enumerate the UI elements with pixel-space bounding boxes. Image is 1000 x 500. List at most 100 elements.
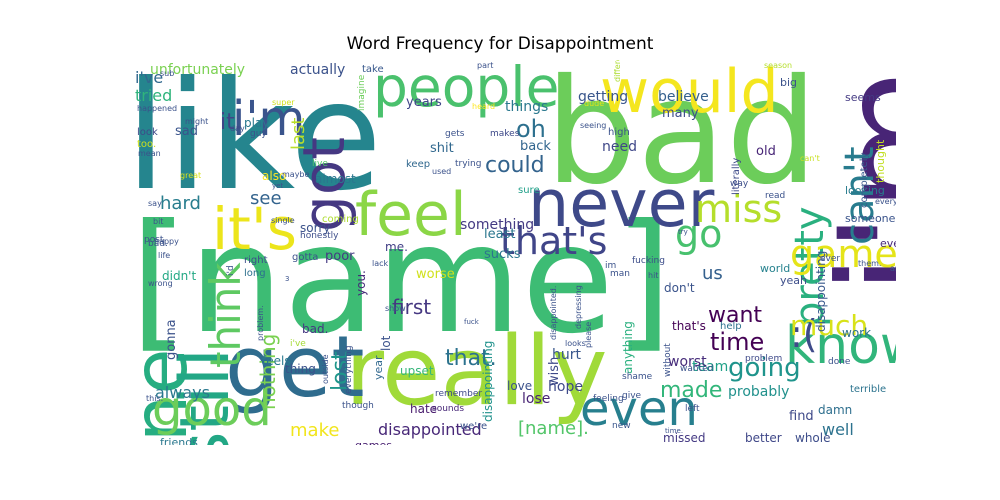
word-gets: gets	[445, 129, 465, 139]
word-last: last	[288, 117, 309, 150]
word-bad: bad.	[302, 322, 329, 336]
word-damn: damn	[818, 403, 853, 417]
word-i-d: i'd	[226, 265, 236, 277]
word-looks: looks	[565, 339, 586, 348]
word-know: know	[785, 316, 896, 376]
word-feeling: feeling	[593, 394, 624, 404]
word-post: post	[144, 235, 164, 245]
word-terrible: terrible	[850, 384, 887, 395]
word-take: take	[362, 64, 384, 75]
word-missed: missed	[663, 431, 706, 445]
word-lack: lack	[372, 259, 389, 268]
word-problem: problem.	[256, 305, 265, 342]
word-also: also	[262, 169, 287, 183]
word-used: used	[432, 167, 452, 176]
word-happened: happened	[137, 104, 178, 113]
word-sure: sure	[518, 185, 540, 196]
word-depressing: depressing	[574, 285, 583, 329]
word-need: need	[602, 139, 637, 155]
word-least: least	[484, 227, 516, 242]
word-wrong: wrong	[148, 279, 173, 288]
word-anyone: anyone	[890, 264, 896, 273]
word-better: better	[745, 431, 782, 445]
word-believe: believe	[658, 89, 709, 105]
word-fucking: fucking	[632, 256, 665, 266]
word-it-s: it's	[212, 195, 298, 263]
word-that-s: that's	[672, 319, 706, 333]
word-lose: lose	[522, 391, 551, 407]
word-really: really	[345, 317, 608, 427]
word-disappointed: disappointed	[378, 420, 482, 439]
word-sad: sad	[175, 124, 198, 139]
word-people: people	[373, 60, 560, 119]
word-want: want	[708, 303, 763, 328]
word-imagine: imagine	[357, 74, 367, 111]
word-read: read	[765, 191, 786, 201]
word-fuck: fuck	[464, 318, 479, 326]
word-years: years	[406, 95, 442, 110]
word-that: that.	[445, 346, 497, 371]
word-sucks: sucks	[484, 247, 521, 262]
word-look: look	[137, 127, 158, 138]
word-like: like	[125, 60, 383, 224]
word-hard: hard	[160, 193, 201, 214]
word-3: 3	[285, 275, 290, 283]
word-go: go	[675, 212, 723, 256]
word-happy: happy	[154, 237, 179, 246]
word-make: make	[290, 420, 340, 441]
word-thing: thing	[285, 362, 316, 376]
word-that-s: that's	[500, 219, 608, 263]
word-yeah: yeah	[780, 274, 807, 287]
word-tried: tried	[135, 86, 173, 105]
word-oh: oh	[516, 115, 546, 143]
word-play: play	[244, 116, 270, 130]
word-remember: remember	[435, 389, 483, 399]
word-work: work	[842, 326, 872, 340]
word-would: would	[600, 60, 779, 127]
word-heard: heard	[472, 102, 496, 111]
word-way: way	[730, 179, 749, 189]
word-i-m: i'm	[232, 91, 306, 147]
word-going: going	[728, 353, 801, 383]
word-bad: bad	[545, 60, 818, 217]
word-it: it.	[220, 110, 242, 135]
word-done: done	[828, 357, 851, 367]
word-love: love	[507, 379, 533, 393]
word-we-re: we're	[460, 421, 488, 432]
word-lot: lot	[379, 335, 393, 351]
word-cloud: [name]likebadi'mreallygetonestillwouldne…	[125, 60, 896, 445]
word-unfortunately: unfortunately	[150, 62, 246, 78]
word-made: made	[660, 378, 723, 403]
word-feel: feel	[355, 180, 467, 250]
word-well: well	[822, 420, 854, 439]
word-without: without	[663, 343, 673, 377]
word-many: many	[662, 106, 699, 121]
word-you: you.	[354, 270, 368, 297]
word-i-ve: i've	[290, 339, 306, 349]
word-new: new	[612, 421, 631, 431]
word-makes: makes	[490, 129, 520, 139]
word-worse: worse	[416, 267, 455, 282]
word-see: see	[250, 188, 282, 209]
word-worst: worst	[668, 354, 707, 370]
word-maybe: maybe	[282, 170, 310, 179]
word-im: im	[605, 261, 617, 271]
word-year: year	[372, 355, 385, 381]
word-though: though	[342, 401, 374, 411]
word-actually: actually	[290, 62, 346, 78]
word-everything: everything	[344, 345, 354, 394]
word-first: first	[392, 295, 432, 319]
word-things: things	[505, 99, 549, 115]
word-life: life	[158, 251, 171, 260]
word-dude: dude	[584, 99, 605, 108]
word-completely: completely	[859, 152, 870, 208]
word-getting: getting	[578, 89, 629, 105]
word-mean: mean	[138, 149, 161, 158]
word-symbol: :(	[790, 312, 818, 356]
word-this: this.	[146, 394, 164, 403]
word-disappointed: disappointed.	[549, 285, 558, 341]
word-even: even	[580, 381, 698, 437]
word-high: high	[608, 127, 630, 138]
word-coming: coming	[322, 214, 359, 225]
word-don-t: don't	[664, 281, 695, 295]
